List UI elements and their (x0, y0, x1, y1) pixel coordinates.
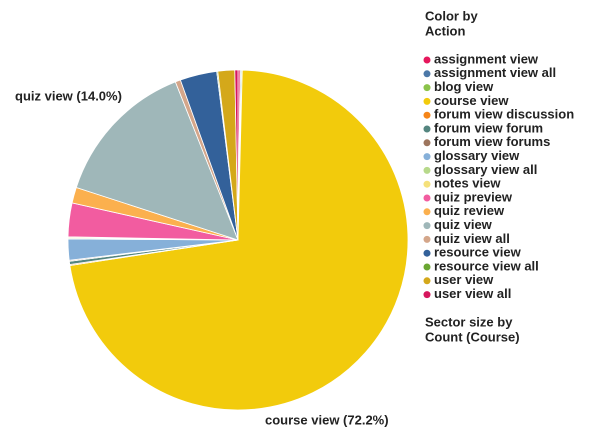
legend-swatch (423, 56, 431, 64)
legend-swatch (423, 166, 431, 174)
legend-label: forum view forums (434, 134, 550, 149)
legend-label: quiz review (434, 203, 505, 218)
legend-swatch (423, 277, 431, 285)
legend-swatch (423, 111, 431, 119)
size-note: Sector size by (425, 314, 513, 329)
legend-label: resource view (434, 245, 522, 260)
legend-swatch (423, 222, 431, 230)
legend-swatch (423, 235, 431, 243)
legend-swatch (423, 153, 431, 161)
size-note: Count (Course) (425, 329, 520, 344)
legend-swatch (423, 97, 431, 105)
pie-slice (75, 81, 239, 241)
legend-swatch (423, 208, 431, 216)
legend-title: Action (425, 23, 466, 38)
legend-title: Color by (425, 8, 478, 23)
legend-swatch (423, 249, 431, 257)
legend-swatch (423, 139, 431, 147)
legend-label: forum view discussion (434, 107, 574, 122)
legend-label: user view all (434, 286, 511, 301)
legend-swatch (423, 84, 431, 92)
legend-label: quiz preview (434, 189, 513, 204)
legend-label: forum view forum (434, 120, 543, 135)
legend-swatch (423, 70, 431, 78)
legend-label: glossary view all (434, 162, 537, 177)
slice-label: quiz view (14.0%) (15, 88, 122, 103)
legend-swatch (423, 291, 431, 299)
legend-label: resource view all (434, 258, 539, 273)
pie-slice (234, 69, 239, 241)
legend-label: course view (434, 93, 509, 108)
legend-label: notes view (434, 176, 501, 191)
legend-label: assignment view all (434, 65, 556, 80)
legend-label: user view (434, 272, 494, 287)
legend-label: quiz view all (434, 231, 510, 246)
legend-swatch (423, 125, 431, 133)
legend-label: glossary view (434, 148, 520, 163)
legend-label: quiz view (434, 217, 493, 232)
legend-label: assignment view (434, 51, 539, 66)
legend-swatch (423, 263, 431, 271)
slice-label: course view (72.2%) (265, 412, 389, 427)
legend-swatch (423, 180, 431, 188)
pie-slice (69, 69, 409, 411)
legend-swatch (423, 194, 431, 202)
legend-label: blog view (434, 79, 494, 94)
